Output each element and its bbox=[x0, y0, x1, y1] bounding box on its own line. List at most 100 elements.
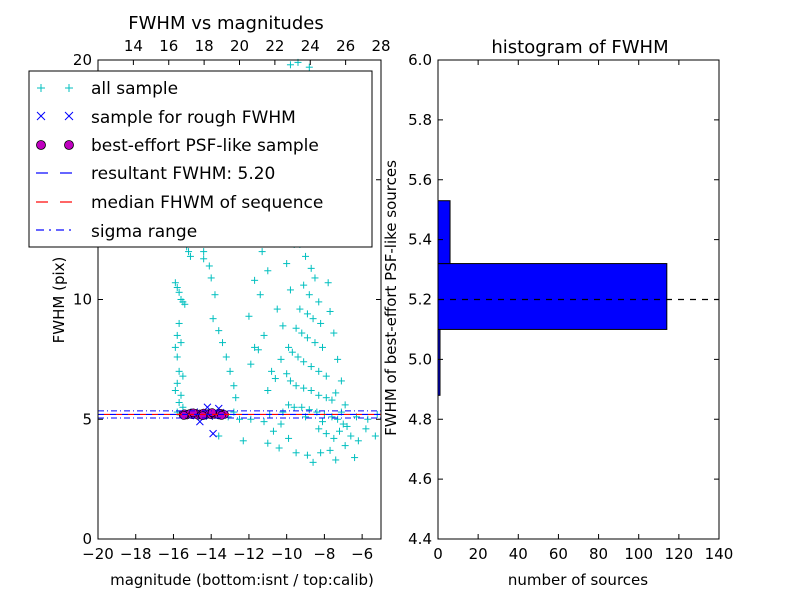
all-sample-point bbox=[209, 315, 217, 323]
all-sample-point bbox=[322, 394, 330, 402]
y-tick-label: 6.0 bbox=[408, 51, 432, 69]
all-sample-point bbox=[251, 343, 259, 351]
all-sample-point bbox=[305, 63, 313, 71]
x-tick-label: 140 bbox=[705, 545, 734, 563]
all-sample-point bbox=[268, 367, 276, 375]
psf-sample-point bbox=[207, 408, 217, 417]
all-sample-point bbox=[264, 439, 272, 447]
all-sample-point bbox=[177, 339, 185, 347]
all-sample-point bbox=[317, 319, 325, 327]
all-sample-point bbox=[292, 324, 300, 332]
all-sample-point bbox=[179, 372, 187, 380]
all-sample-point bbox=[173, 331, 181, 339]
all-sample-point bbox=[341, 401, 349, 409]
scatter-y-axis-label: FWHM (pix) bbox=[50, 257, 68, 344]
all-sample-point bbox=[319, 418, 327, 426]
top-tick-label: 26 bbox=[336, 37, 355, 55]
all-sample-point bbox=[254, 346, 262, 354]
legend-entry-rough-sample: sample for rough FWHM bbox=[36, 108, 296, 128]
all-sample-point bbox=[247, 415, 255, 423]
legend-marker-plus bbox=[37, 84, 73, 92]
all-sample-point bbox=[181, 300, 189, 308]
x-tick-label: 60 bbox=[549, 545, 568, 563]
all-sample-point bbox=[264, 387, 272, 395]
x-tick-label: 80 bbox=[589, 545, 608, 563]
all-sample-point bbox=[290, 403, 298, 411]
x-tick-label: −14 bbox=[195, 545, 227, 563]
y-tick-label: 4.4 bbox=[408, 530, 432, 548]
legend-box bbox=[28, 70, 373, 248]
all-sample-point bbox=[279, 322, 287, 330]
all-sample-point bbox=[305, 406, 313, 414]
rough-sample-point bbox=[209, 429, 217, 438]
all-sample-point bbox=[303, 451, 311, 459]
all-sample-point bbox=[303, 334, 311, 342]
histogram-ticks: 0 20 40 60 80 100 120 140 4.4 4.6 4.8 5.0 5.2 5.4 5.6 5… bbox=[408, 51, 733, 563]
legend-marker-circle bbox=[36, 140, 74, 150]
all-sample-point bbox=[283, 260, 291, 268]
all-sample-point bbox=[315, 391, 323, 399]
x-tick-label: −12 bbox=[233, 545, 265, 563]
top-tick-label: 18 bbox=[195, 37, 214, 55]
all-sample-point bbox=[339, 420, 347, 428]
y-tick-label: 5.0 bbox=[408, 350, 432, 368]
x-tick-label: 120 bbox=[665, 545, 694, 563]
all-sample-point bbox=[207, 274, 215, 282]
x-tick-label: 100 bbox=[624, 545, 653, 563]
all-sample-point bbox=[247, 360, 255, 368]
all-sample-point bbox=[286, 61, 294, 69]
x-tick-label: −10 bbox=[271, 545, 303, 563]
all-sample-point bbox=[300, 281, 308, 289]
psf-sample-point bbox=[179, 411, 189, 420]
all-sample-point bbox=[273, 305, 281, 313]
legend-label: sample for rough FWHM bbox=[91, 108, 296, 128]
all-sample-point bbox=[200, 248, 208, 256]
y-tick-label: 5.2 bbox=[408, 291, 432, 309]
all-sample-point bbox=[351, 454, 359, 462]
all-sample-point bbox=[286, 286, 294, 294]
all-sample-point bbox=[341, 442, 349, 450]
scatter-legend: all sample sample for rough FWHM best-ef… bbox=[28, 70, 373, 248]
top-tick-label: 20 bbox=[230, 37, 249, 55]
all-sample-point bbox=[173, 353, 181, 361]
all-sample-point bbox=[309, 458, 317, 466]
all-sample-point bbox=[315, 298, 323, 306]
all-sample-point bbox=[337, 377, 345, 385]
all-sample-point bbox=[211, 291, 219, 299]
histogram-title: histogram of FWHM bbox=[491, 37, 668, 58]
all-sample-point bbox=[215, 327, 223, 335]
x-tick-label: −16 bbox=[158, 545, 190, 563]
top-tick-label: 22 bbox=[265, 37, 284, 55]
all-sample-point bbox=[334, 355, 342, 363]
histogram-panel: histogram of FWHM 0 20 40 60 80 100 120 140 4.4 4… bbox=[382, 37, 733, 589]
all-sample-point bbox=[239, 437, 247, 445]
all-sample-point bbox=[317, 449, 325, 457]
all-sample-point bbox=[322, 430, 330, 438]
x-tick-label: −6 bbox=[351, 545, 373, 563]
all-sample-point bbox=[296, 305, 304, 313]
x-tick-label: 20 bbox=[469, 545, 488, 563]
all-sample-point bbox=[326, 307, 334, 315]
all-sample-point bbox=[205, 262, 213, 270]
psf-sample-point bbox=[188, 408, 198, 418]
all-sample-point bbox=[185, 248, 193, 256]
all-sample-point bbox=[171, 387, 179, 395]
all-sample-point bbox=[364, 415, 372, 423]
scatter-title: FWHM vs magnitudes bbox=[128, 13, 323, 34]
all-sample-point bbox=[332, 456, 340, 464]
histogram-y-axis-label: FWHM of best-effort PSF-like sources bbox=[382, 160, 400, 436]
legend-label: sigma range bbox=[91, 222, 197, 242]
all-sample-point bbox=[271, 375, 279, 383]
scatter-panel: FWHM vs magnitudes −20 −18 −16 −14 −12 −10 −8−… bbox=[28, 13, 391, 589]
all-sample-point bbox=[171, 279, 179, 287]
histogram-bar bbox=[437, 200, 451, 265]
all-sample-point bbox=[319, 343, 327, 351]
all-sample-point bbox=[326, 446, 334, 454]
all-sample-point bbox=[307, 264, 315, 272]
top-tick-label: 28 bbox=[371, 37, 390, 55]
histogram-x-axis-label: number of sources bbox=[508, 571, 648, 589]
legend-label: median FHWM of sequence bbox=[91, 193, 323, 213]
legend-entry-median-fwhm: median FHWM of sequence bbox=[36, 193, 323, 213]
all-sample-point bbox=[215, 432, 223, 440]
